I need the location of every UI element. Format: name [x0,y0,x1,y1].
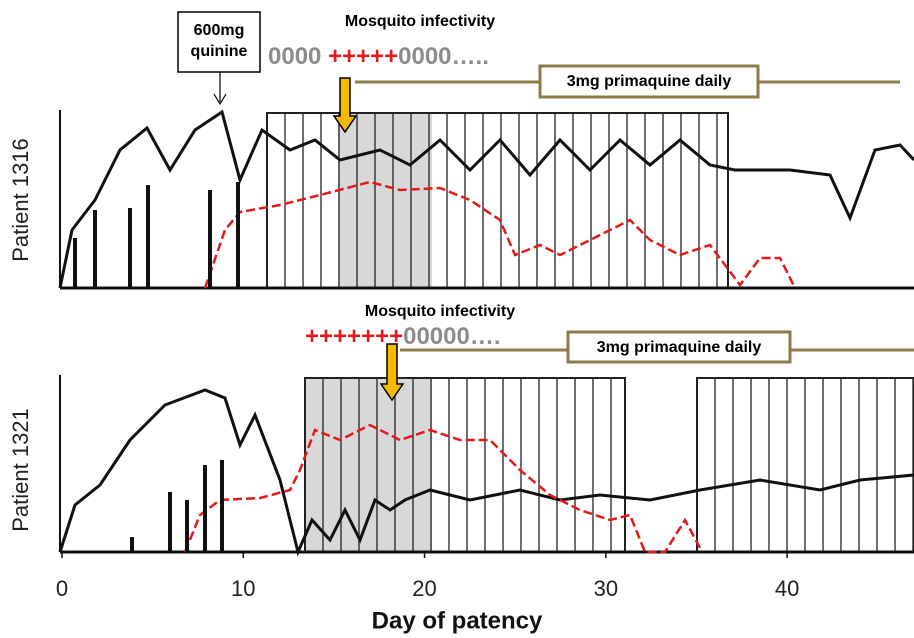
panel-label: Patient 1321 [8,408,33,532]
bars [73,182,240,288]
infectivity-title: Mosquito infectivity [345,13,495,30]
plot-decoration [58,11,914,557]
x-tick-label: 40 [775,576,799,601]
infectivity-positive: +++++++ [305,323,403,350]
x-tick-label: 0 [56,576,68,601]
primaquine-label: 3mg primaquine daily [597,339,762,356]
quinine-label: 600mg [194,22,245,39]
hatch-lines [322,378,914,552]
primaquine-box [538,64,760,99]
quinine-label: quinine [191,43,248,60]
primaquine-label: 3mg primaquine daily [567,73,732,90]
treatment-box [266,112,729,289]
panel-label: Patient 1316 [8,138,33,262]
infectivity-positive: +++++ [328,43,398,70]
primaquine-box [566,330,792,364]
curve [58,388,914,557]
hatch-lines [284,113,718,288]
curve-red [183,423,702,554]
shaded-region [338,113,432,288]
infectivity: 0000 +++++0000….. [268,43,489,70]
bars [130,460,224,552]
infectivity: +++++++00000…. [305,323,501,350]
curve-red [203,180,797,289]
note-arrow-head [213,93,227,106]
shaded-region [305,378,432,552]
infectivity-negative: 00000…. [403,323,500,350]
x-tick-label: 10 [231,576,255,601]
x-axis-label: Day of patency [372,607,543,634]
x-tick-label: 20 [412,576,436,601]
infectivity-title: Mosquito infectivity [365,303,515,320]
arrow [379,343,405,402]
x-tick-label: 30 [594,576,618,601]
infectivity-negative: 0000 [268,43,328,70]
arrow [332,77,358,134]
infectivity-negative: 0000….. [398,43,489,70]
curve [58,109,914,289]
note-box [177,11,261,73]
